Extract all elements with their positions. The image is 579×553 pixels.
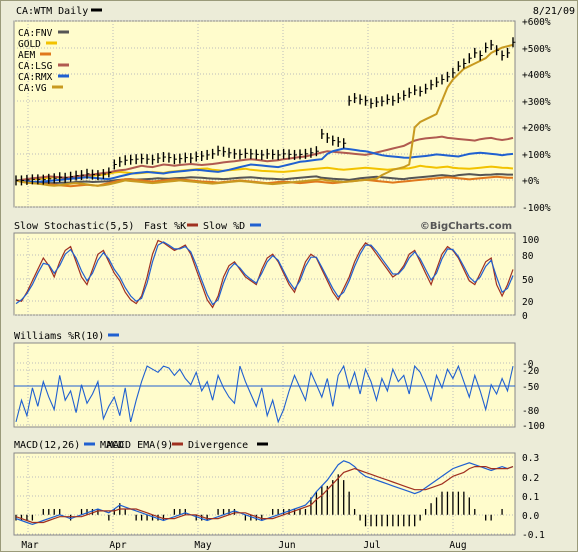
y-tick-label: 0.1 xyxy=(522,492,539,503)
y-tick-label: +400% xyxy=(522,70,551,81)
series-line-ca-rmx xyxy=(15,147,514,184)
y-tick-label: +300% xyxy=(522,97,551,108)
y-tick-label: -20 xyxy=(522,366,539,377)
x-tick-label: Mar xyxy=(21,540,38,551)
price-panel-title: CA:WTM Daily xyxy=(16,6,88,17)
stochastic-line-fast-k xyxy=(15,239,514,309)
series-line-ca-vg xyxy=(15,43,514,187)
macd-panel xyxy=(13,452,516,536)
y-tick-label: 0.3 xyxy=(522,453,539,464)
grid-lines xyxy=(14,20,515,535)
macd-legend-macd: MACD xyxy=(100,440,124,451)
legend-entry-rmx: CA:RMX xyxy=(18,72,53,83)
y-tick-label: 0.2 xyxy=(522,473,539,484)
x-tick-label: Jun xyxy=(278,540,295,551)
macd-legend-divergence: Divergence xyxy=(188,440,248,451)
williams-line xyxy=(15,364,514,424)
williams-panel xyxy=(13,342,516,428)
y-tick-label: -100 xyxy=(522,421,545,432)
y-tick-label: 80 xyxy=(522,251,534,262)
legend: CA:FNV GOLD AEM CA:LSG CA:RMX CA:VG xyxy=(18,28,69,94)
y-tick-label: 100 xyxy=(522,235,539,246)
date-label: 8/21/09 xyxy=(533,6,575,17)
copyright-label: ©BigCharts.com xyxy=(420,221,512,232)
stochastic-panel xyxy=(13,232,516,316)
y-tick-label: 0.0 xyxy=(522,511,539,522)
y-tick-label: -0 xyxy=(522,359,534,370)
series-lines xyxy=(15,37,516,527)
stochastic-legend-k: Fast %K xyxy=(144,221,186,232)
y-tick-label: +0% xyxy=(522,176,539,187)
y-tick-label: 50 xyxy=(522,275,534,286)
stochastic-panel-title: Slow Stochastic(5,5) xyxy=(14,221,134,232)
y-tick-label: -50 xyxy=(522,382,539,393)
x-tick-labels: Mar Apr May Jun Jul Aug xyxy=(21,540,466,551)
y-tick-label: +200% xyxy=(522,123,551,134)
x-tick-label: May xyxy=(194,540,211,551)
macd-legend-ema: MACD EMA(9) xyxy=(107,440,173,451)
stochastic-line-slow-d xyxy=(15,241,514,306)
williams-panel-title: Williams %R(10) xyxy=(14,331,104,342)
y-tick-label: +500% xyxy=(522,44,551,55)
legend-entry-vg: CA:VG xyxy=(18,83,47,94)
y-tick-label: +100% xyxy=(522,150,551,161)
legend-entry-aem: AEM xyxy=(18,50,35,61)
x-tick-label: Aug xyxy=(449,540,466,551)
macd-line-macd xyxy=(15,460,514,526)
series-line-ca-fnv xyxy=(15,173,513,185)
legend-entry-lsg: CA:LSG xyxy=(18,61,53,72)
macd-panel-title: MACD(12,26) xyxy=(14,440,80,451)
y-tick-label: 20 xyxy=(522,297,534,308)
stochastic-legend-d: Slow %D xyxy=(203,221,245,232)
legend-entry-gold: GOLD xyxy=(18,39,41,50)
y-tick-label: -100% xyxy=(522,203,551,214)
y-tick-label: -0.1 xyxy=(522,530,545,541)
x-tick-label: Jul xyxy=(363,540,380,551)
y-tick-label: 0 xyxy=(522,311,528,322)
legend-entry-fnv: CA:FNV xyxy=(18,28,53,39)
y-tick-label: -80 xyxy=(522,406,539,417)
y-tick-labels: +600% +500% +400% +300% +200% +100% +0% -100% 10… xyxy=(522,17,551,541)
series-line-ca-lsg xyxy=(15,135,514,182)
x-tick-label: Apr xyxy=(109,540,126,551)
y-tick-label: +600% xyxy=(522,17,551,28)
macd-line-macd-ema-9- xyxy=(15,466,514,524)
